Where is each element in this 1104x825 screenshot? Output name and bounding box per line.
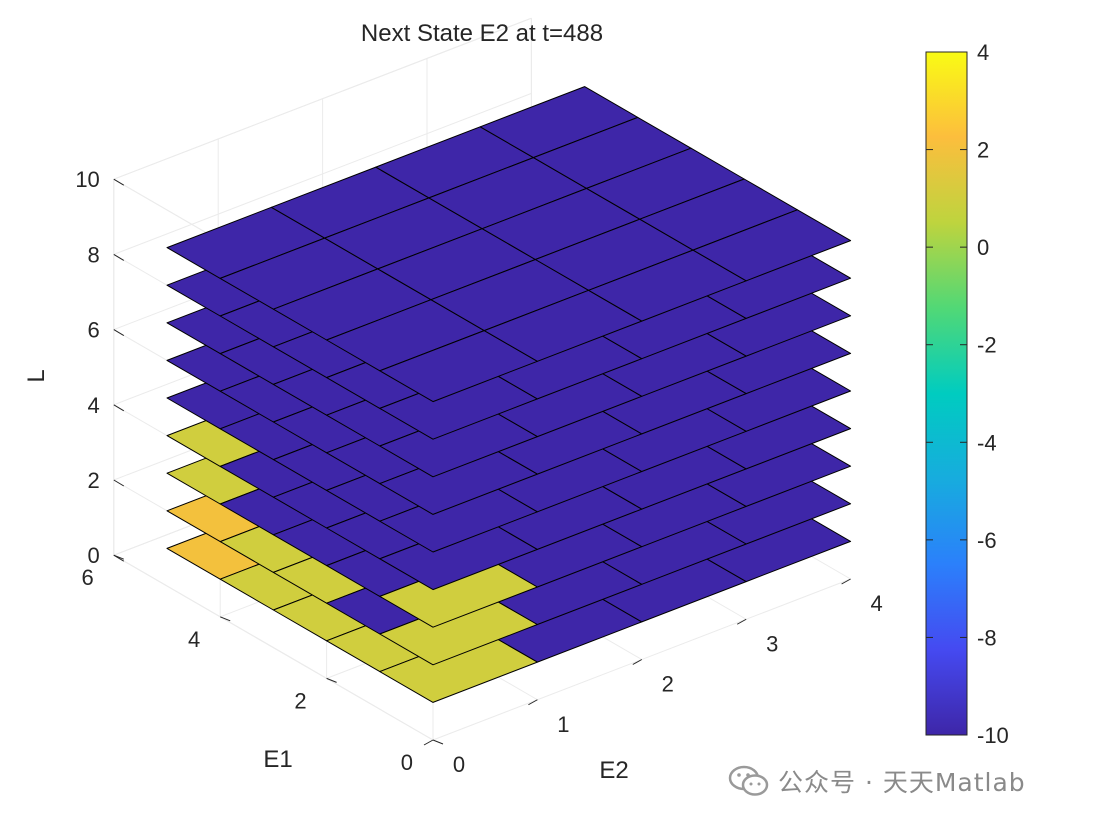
colorbar-tick-label: -8 [977, 625, 997, 650]
wechat-icon [728, 765, 769, 796]
tick-mark [113, 479, 125, 487]
colorbar: 4 2 0 -2 -4 -6 -8 -10 [925, 40, 1009, 748]
tick-label: 2 [88, 468, 100, 493]
tick-label: 0 [88, 543, 100, 568]
colorbar-tick-label: -6 [977, 528, 997, 553]
tick-label: 0 [453, 752, 465, 777]
grid-line [113, 554, 434, 741]
colorbar-tick-label: -2 [977, 333, 997, 358]
colorbar-tick-label: -4 [977, 430, 997, 455]
tick-label: 0 [401, 750, 413, 775]
tick-mark [113, 329, 125, 337]
tick-label: 6 [88, 318, 100, 343]
tick-mark [113, 404, 125, 412]
tick-mark [326, 677, 337, 683]
watermark: 公众号 · 天天Matlab [728, 764, 1026, 798]
tick-mark [113, 554, 125, 562]
z-axis-label: L [23, 369, 50, 382]
tick-mark [423, 739, 434, 746]
tick-label: 10 [75, 167, 99, 192]
tick-mark [736, 618, 747, 625]
tick-label: 2 [294, 688, 306, 713]
tick-mark [528, 699, 538, 706]
grid-line [113, 92, 532, 255]
tick-mark [841, 578, 851, 585]
x-axis-label: E2 [599, 757, 628, 784]
tick-mark [113, 178, 125, 186]
surface-layer [166, 86, 852, 403]
tick-label: 6 [82, 565, 94, 590]
tick-label: 4 [870, 591, 882, 616]
y-axis-label: E1 [263, 746, 292, 773]
colorbar-tick-label: -10 [977, 723, 1009, 748]
tick-mark [113, 253, 125, 261]
tick-label: 4 [188, 627, 200, 652]
colorbar-tick-label: 0 [977, 235, 989, 260]
tick-label: 3 [766, 631, 778, 656]
colorbar-gradient [925, 51, 968, 736]
tick-mark [220, 616, 231, 622]
tick-mark [432, 739, 444, 745]
tick-label: 8 [88, 242, 100, 267]
chart-title: Next State E2 at t=488 [361, 20, 603, 47]
grid-line [113, 17, 532, 180]
tick-mark [632, 659, 643, 665]
surface-layers [166, 86, 852, 703]
watermark-text: 公众号 · 天天Matlab [778, 768, 1026, 797]
tick-label: 1 [557, 712, 569, 737]
tick-label: 2 [662, 672, 674, 697]
colorbar-tick-label: 2 [977, 138, 989, 163]
surface-cell [692, 209, 852, 282]
colorbar-tick-label: 4 [977, 40, 989, 65]
tick-label: 4 [88, 393, 100, 418]
